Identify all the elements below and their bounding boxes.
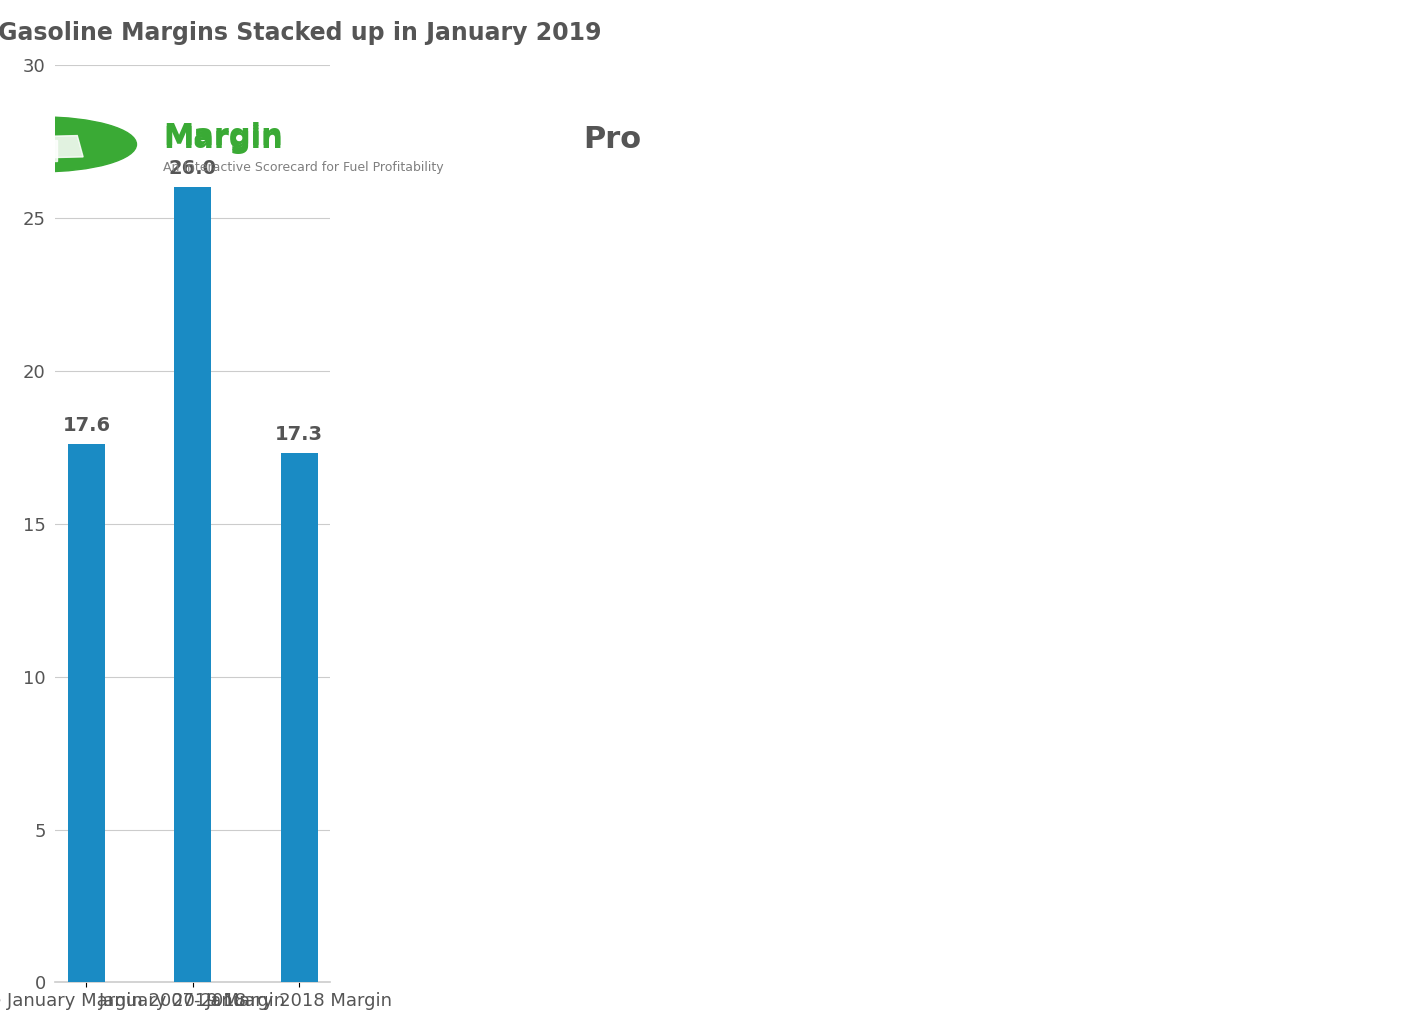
Text: Margin: Margin — [162, 123, 282, 152]
Bar — [0, 143, 36, 165]
Text: Pro: Pro — [583, 126, 641, 155]
Bar — [68, 444, 105, 983]
Text: 17.3: 17.3 — [275, 425, 323, 444]
Text: Margin: Margin — [162, 126, 282, 155]
Bar — [174, 188, 211, 983]
Text: 26.0: 26.0 — [168, 159, 217, 178]
Text: An Interactive Scorecard for Fuel Profitability: An Interactive Scorecard for Fuel Profit… — [162, 161, 443, 174]
Title: How U.S. Retail Gasoline Margins Stacked up in January 2019: How U.S. Retail Gasoline Margins Stacked… — [0, 21, 601, 44]
Bar — [3, 140, 57, 161]
Bar — [24, 136, 83, 158]
Text: 17.6: 17.6 — [63, 415, 111, 435]
Circle shape — [0, 117, 137, 172]
Bar — [281, 454, 318, 983]
